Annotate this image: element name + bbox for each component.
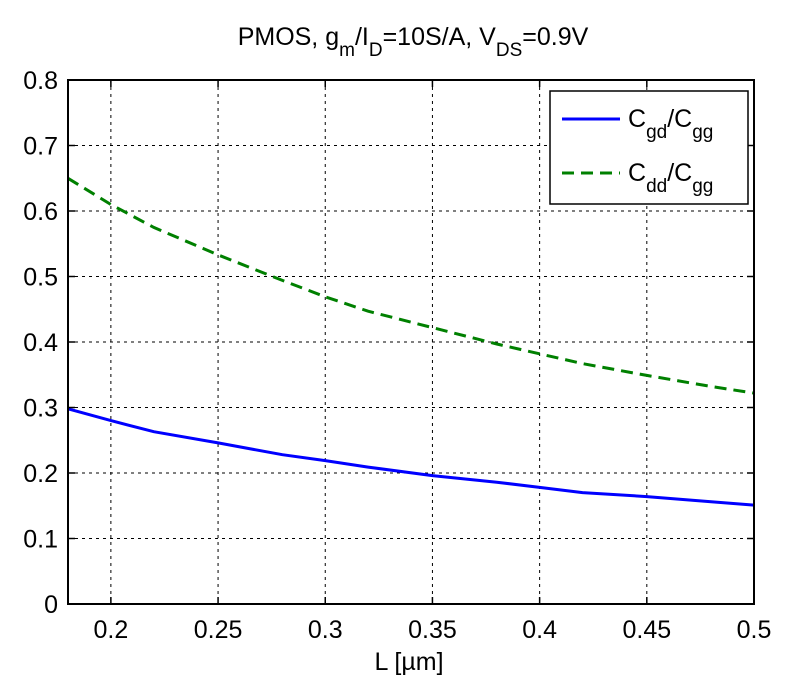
x-axis-label: L [µm] bbox=[374, 648, 443, 676]
grid bbox=[68, 80, 754, 604]
subscript-text: DS bbox=[496, 40, 522, 61]
legend-label-1: Cgd/Cgg bbox=[628, 105, 713, 143]
text-part: =10S/A, V bbox=[383, 23, 497, 51]
x-tick-label: 0.3 bbox=[308, 616, 343, 644]
x-tick-label: 0.45 bbox=[622, 616, 671, 644]
y-tick-label: 0.1 bbox=[23, 526, 58, 554]
text-part: PMOS, g bbox=[238, 23, 339, 51]
x-tick-label: 0.35 bbox=[408, 616, 457, 644]
y-tick-label: 0.3 bbox=[23, 395, 58, 423]
y-tick-label: 0.2 bbox=[23, 460, 58, 488]
y-tick-label: 0.5 bbox=[23, 264, 58, 292]
text-part: C bbox=[628, 105, 646, 133]
text-part: /C bbox=[667, 159, 692, 187]
legend-box bbox=[549, 90, 749, 205]
x-tick-label: 0.2 bbox=[93, 616, 128, 644]
series-line-1 bbox=[67, 407, 755, 507]
y-tick-label: 0 bbox=[44, 591, 58, 619]
subscript-text: gd bbox=[646, 122, 667, 143]
x-tick-labels: 0.2 0.25 0.3 0.35 0.4 0.45 0.5 bbox=[93, 616, 771, 644]
y-tick-label: 0.7 bbox=[23, 133, 58, 161]
subscript-text: gg bbox=[692, 176, 713, 197]
x-tick-label: 0.25 bbox=[194, 616, 243, 644]
x-tick-label: 0.4 bbox=[522, 616, 557, 644]
subscript-text: dd bbox=[646, 176, 667, 197]
series-line-2 bbox=[67, 177, 755, 395]
subscript-text: D bbox=[369, 40, 383, 61]
text-part: /C bbox=[667, 105, 692, 133]
subscript-text: gg bbox=[692, 122, 713, 143]
y-tick-label: 0.6 bbox=[23, 198, 58, 226]
subscript-text: m bbox=[339, 40, 355, 61]
y-tick-label: 0.4 bbox=[23, 329, 58, 357]
y-tick-label: 0.8 bbox=[23, 67, 58, 95]
text-part: C bbox=[628, 159, 646, 187]
x-tick-label: 0.5 bbox=[737, 616, 772, 644]
text-part: =0.9V bbox=[522, 23, 588, 51]
chart-title: PMOS, gm/ID=10S/A, VDS=0.9V bbox=[238, 23, 589, 61]
axis-ticks bbox=[68, 79, 755, 605]
legend-label-2: Cdd/Cgg bbox=[628, 159, 713, 197]
series-group bbox=[67, 177, 755, 507]
text-part: /I bbox=[355, 23, 369, 51]
y-tick-labels: 0 0.1 0.2 0.3 0.4 0.5 0.6 0.7 0.8 bbox=[23, 67, 58, 619]
